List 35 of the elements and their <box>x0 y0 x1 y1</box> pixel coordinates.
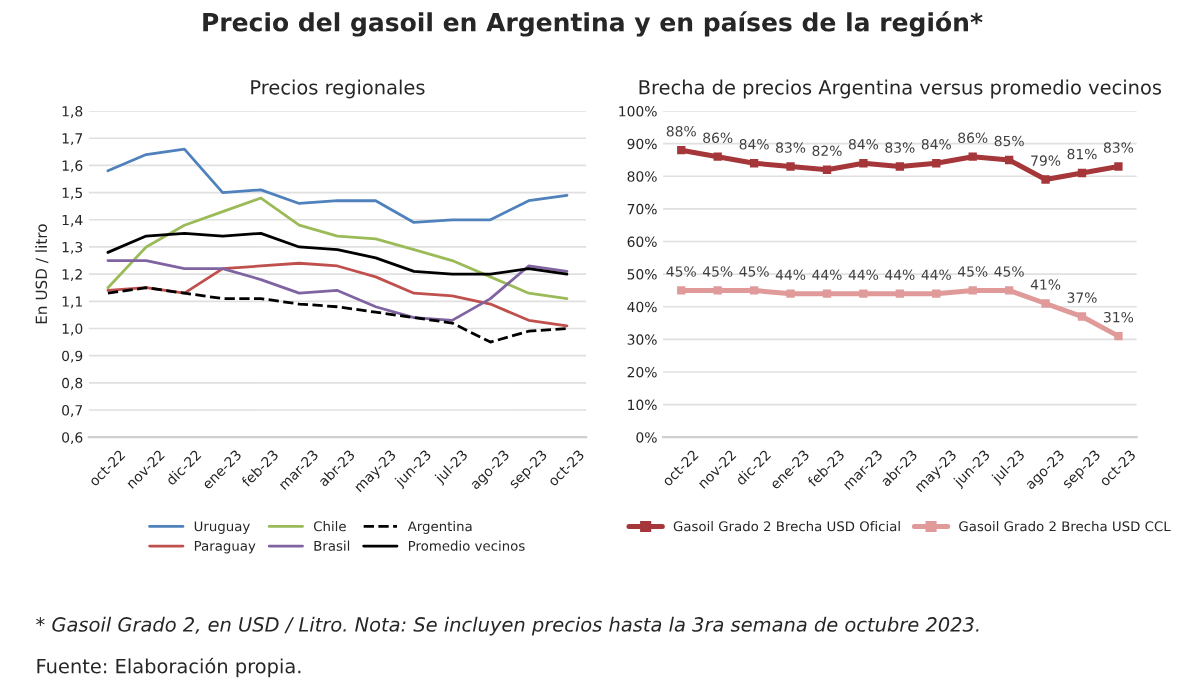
point <box>895 162 905 171</box>
point <box>822 165 832 174</box>
chart-title: Precios regionales <box>251 79 425 99</box>
point <box>677 286 686 295</box>
point <box>1041 299 1050 308</box>
point <box>859 159 868 168</box>
point <box>932 159 941 168</box>
point <box>932 289 941 298</box>
point <box>786 289 795 298</box>
point <box>1114 162 1123 171</box>
point <box>713 152 722 161</box>
point <box>1041 175 1050 184</box>
text: Precio del gasoil en Argentina y en países de la región* <box>203 11 983 37</box>
point <box>968 152 977 161</box>
point <box>895 289 905 298</box>
point <box>1114 331 1123 341</box>
line-series <box>106 286 569 344</box>
point <box>786 162 795 171</box>
line-series <box>106 231 569 276</box>
point <box>1077 312 1087 321</box>
point <box>822 289 832 298</box>
point <box>1004 286 1014 295</box>
point <box>1077 168 1087 178</box>
point <box>749 286 759 295</box>
chart-title: Brecha de precios Argentina versus promedio vecinos <box>639 79 1162 99</box>
point <box>859 289 868 298</box>
line-series <box>106 196 569 300</box>
point <box>968 286 977 295</box>
text: * Gasoil Grado 2, en USD / Litro. Nota: Se incluyen precios hasta la 3ra semana de octubre 2023. <box>36 616 979 636</box>
point <box>749 159 759 168</box>
source-note: Fuente: Elaboración propia. <box>37 657 301 678</box>
line-series <box>106 147 569 224</box>
point <box>677 146 686 155</box>
point <box>1004 155 1014 165</box>
point <box>713 286 722 295</box>
